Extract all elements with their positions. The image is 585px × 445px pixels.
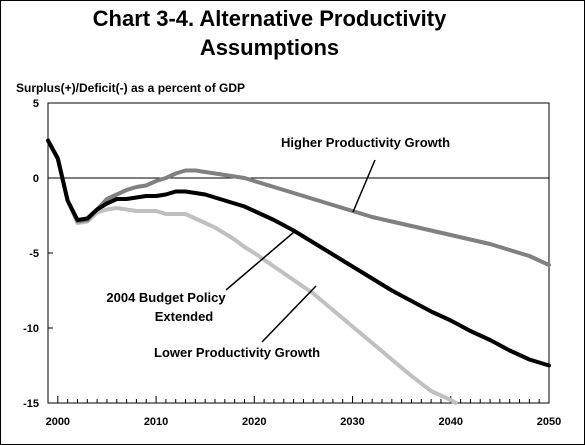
x-axis-ticks: 2000 2010 2020 2030 2040 2050 (46, 396, 561, 428)
y-axis-label: Surplus(+)/Deficit(-) as a percent of GD… (16, 81, 246, 95)
x-tick-label: 2020 (242, 416, 266, 428)
annotation-budget-policy-line-1: 2004 Budget Policy (106, 290, 226, 305)
x-tick-label: 2050 (537, 416, 561, 428)
series-group (46, 138, 551, 405)
series-line-lower-productivity-growth (46, 138, 458, 405)
pointer-lower (261, 285, 317, 343)
series-line-2004-budget-policy-extended (46, 138, 551, 368)
annotation-higher-productivity: Higher Productivity Growth (281, 135, 450, 150)
x-tick-label: 2010 (144, 416, 168, 428)
annotation-budget-policy-line-2: Extended (155, 309, 214, 324)
chart-title-line-1: Chart 3-4. Alternative Productivity (92, 6, 447, 31)
pointer-budget (225, 231, 295, 291)
y-tick-label: -5 (29, 248, 39, 260)
x-tick-label: 2000 (46, 416, 70, 428)
y-tick-label: 5 (33, 98, 39, 110)
y-axis-ticks: 5 0 -5 -10 -15 (23, 98, 53, 410)
y-tick-label: -15 (23, 398, 39, 410)
pointer-higher (352, 159, 376, 213)
x-tick-label: 2030 (340, 416, 364, 428)
y-tick-label: 0 (33, 173, 39, 185)
annotations-group: Higher Productivity Growth 2004 Budget P… (106, 135, 450, 360)
x-tick-label: 2040 (439, 416, 463, 428)
chart-title-line-2: Assumptions (199, 35, 340, 60)
series-line-higher-productivity-growth (46, 138, 551, 267)
annotation-lower-productivity: Lower Productivity Growth (154, 345, 320, 360)
y-tick-label: -10 (23, 323, 39, 335)
